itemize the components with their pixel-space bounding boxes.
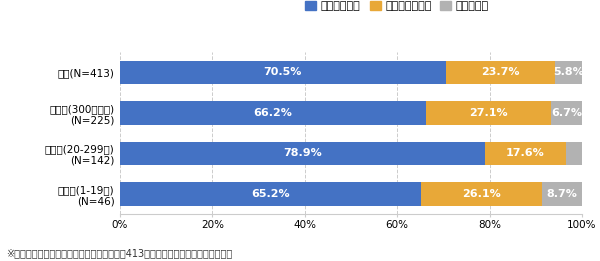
Bar [120,101,426,124]
Legend: 把握している, 把握していない, わからない: 把握している, 把握していない, わからない [301,0,493,16]
Text: 5.8%: 5.8% [553,67,584,78]
Bar [555,61,582,84]
Bar [426,101,551,124]
Bar [421,182,542,205]
Text: 70.5%: 70.5% [263,67,302,78]
Text: 6.7%: 6.7% [551,108,582,118]
Bar [551,101,582,124]
Text: 17.6%: 17.6% [506,148,545,158]
Bar [542,182,582,205]
Text: 66.2%: 66.2% [253,108,292,118]
Text: 78.9%: 78.9% [283,148,322,158]
Text: 23.7%: 23.7% [481,67,520,78]
Text: 8.7%: 8.7% [547,189,577,199]
Bar [566,142,582,165]
Bar [120,61,446,84]
Bar [485,142,566,165]
Text: 65.2%: 65.2% [251,189,290,199]
Text: 27.1%: 27.1% [469,108,508,118]
Bar [120,182,421,205]
Text: ※本年度調査で回答が得られた企業・団体計413社を対象としてカウントしたもの: ※本年度調査で回答が得られた企業・団体計413社を対象としてカウントしたもの [6,248,232,258]
Bar [120,142,485,165]
Text: 26.1%: 26.1% [462,189,501,199]
Bar [446,61,555,84]
